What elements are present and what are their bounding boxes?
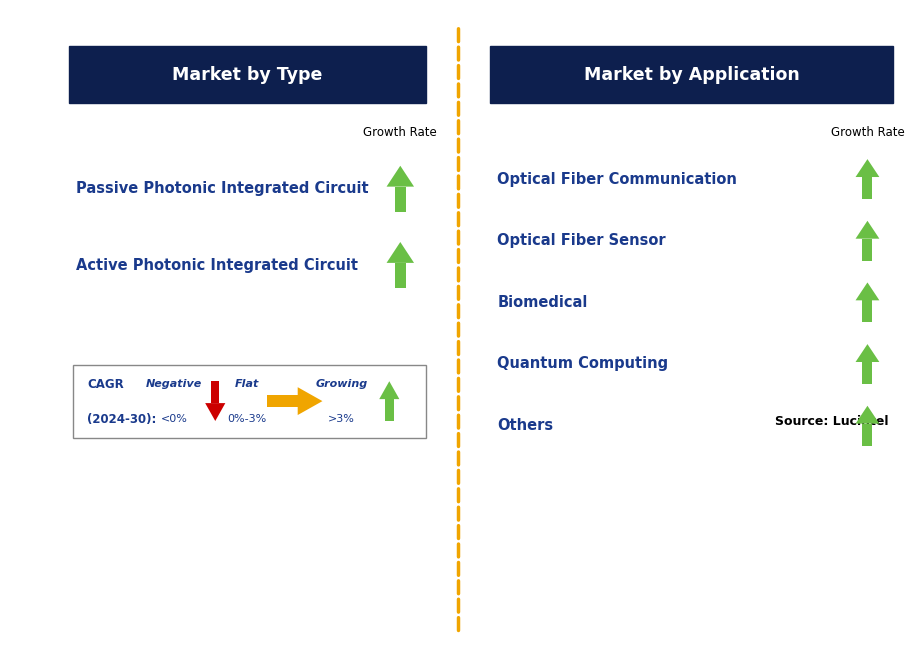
- Polygon shape: [863, 424, 872, 446]
- Text: Growth Rate: Growth Rate: [831, 126, 904, 139]
- Text: Optical Fiber Sensor: Optical Fiber Sensor: [497, 233, 666, 248]
- Text: <0%: <0%: [160, 414, 188, 424]
- Polygon shape: [211, 381, 220, 403]
- Text: Negative: Negative: [146, 379, 202, 389]
- Polygon shape: [856, 406, 879, 424]
- FancyBboxPatch shape: [69, 46, 426, 103]
- Polygon shape: [298, 387, 322, 415]
- Polygon shape: [863, 300, 872, 322]
- Text: Growing: Growing: [315, 379, 368, 389]
- Text: Source: Lucintel: Source: Lucintel: [775, 414, 889, 428]
- Polygon shape: [863, 177, 872, 199]
- Polygon shape: [863, 239, 872, 261]
- Text: Optical Fiber Communication: Optical Fiber Communication: [497, 172, 737, 186]
- Polygon shape: [205, 403, 225, 421]
- Text: (2024-30):: (2024-30):: [87, 413, 157, 426]
- Text: Active Photonic Integrated Circuit: Active Photonic Integrated Circuit: [76, 258, 358, 272]
- Text: Biomedical: Biomedical: [497, 295, 588, 310]
- Polygon shape: [856, 159, 879, 177]
- Text: Market by Application: Market by Application: [583, 66, 800, 84]
- Polygon shape: [856, 282, 879, 300]
- Text: Market by Type: Market by Type: [172, 66, 322, 84]
- Polygon shape: [395, 187, 406, 212]
- Polygon shape: [379, 381, 399, 399]
- Polygon shape: [863, 362, 872, 384]
- Polygon shape: [267, 395, 298, 407]
- Text: Growth Rate: Growth Rate: [364, 126, 437, 139]
- Text: Quantum Computing: Quantum Computing: [497, 357, 669, 371]
- Text: 0%-3%: 0%-3%: [228, 414, 267, 424]
- Polygon shape: [387, 242, 414, 263]
- Text: Passive Photonic Integrated Circuit: Passive Photonic Integrated Circuit: [76, 182, 368, 196]
- Polygon shape: [856, 221, 879, 239]
- Polygon shape: [387, 166, 414, 187]
- Text: Others: Others: [497, 418, 553, 433]
- Text: Flat: Flat: [235, 379, 259, 389]
- Polygon shape: [395, 263, 406, 288]
- Text: CAGR: CAGR: [87, 378, 124, 391]
- FancyBboxPatch shape: [490, 46, 893, 103]
- FancyBboxPatch shape: [73, 365, 426, 438]
- Polygon shape: [385, 399, 394, 421]
- Polygon shape: [856, 344, 879, 362]
- Text: >3%: >3%: [328, 414, 355, 424]
